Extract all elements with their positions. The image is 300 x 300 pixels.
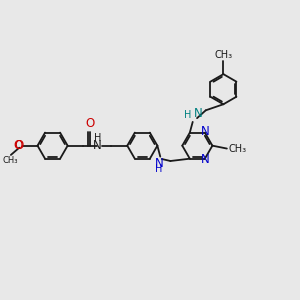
- Text: N: N: [93, 139, 102, 152]
- Text: O: O: [15, 139, 24, 152]
- Text: O: O: [14, 139, 23, 152]
- Text: N: N: [154, 157, 163, 170]
- Text: O: O: [85, 117, 94, 130]
- Text: N: N: [201, 125, 210, 138]
- Text: CH₃: CH₃: [228, 144, 246, 154]
- Text: H: H: [155, 164, 163, 174]
- Text: H: H: [184, 110, 191, 120]
- Text: N: N: [194, 107, 203, 120]
- Text: CH₃: CH₃: [214, 50, 232, 60]
- Text: N: N: [201, 153, 210, 167]
- Text: CH₃: CH₃: [3, 156, 18, 165]
- Text: H: H: [94, 133, 101, 143]
